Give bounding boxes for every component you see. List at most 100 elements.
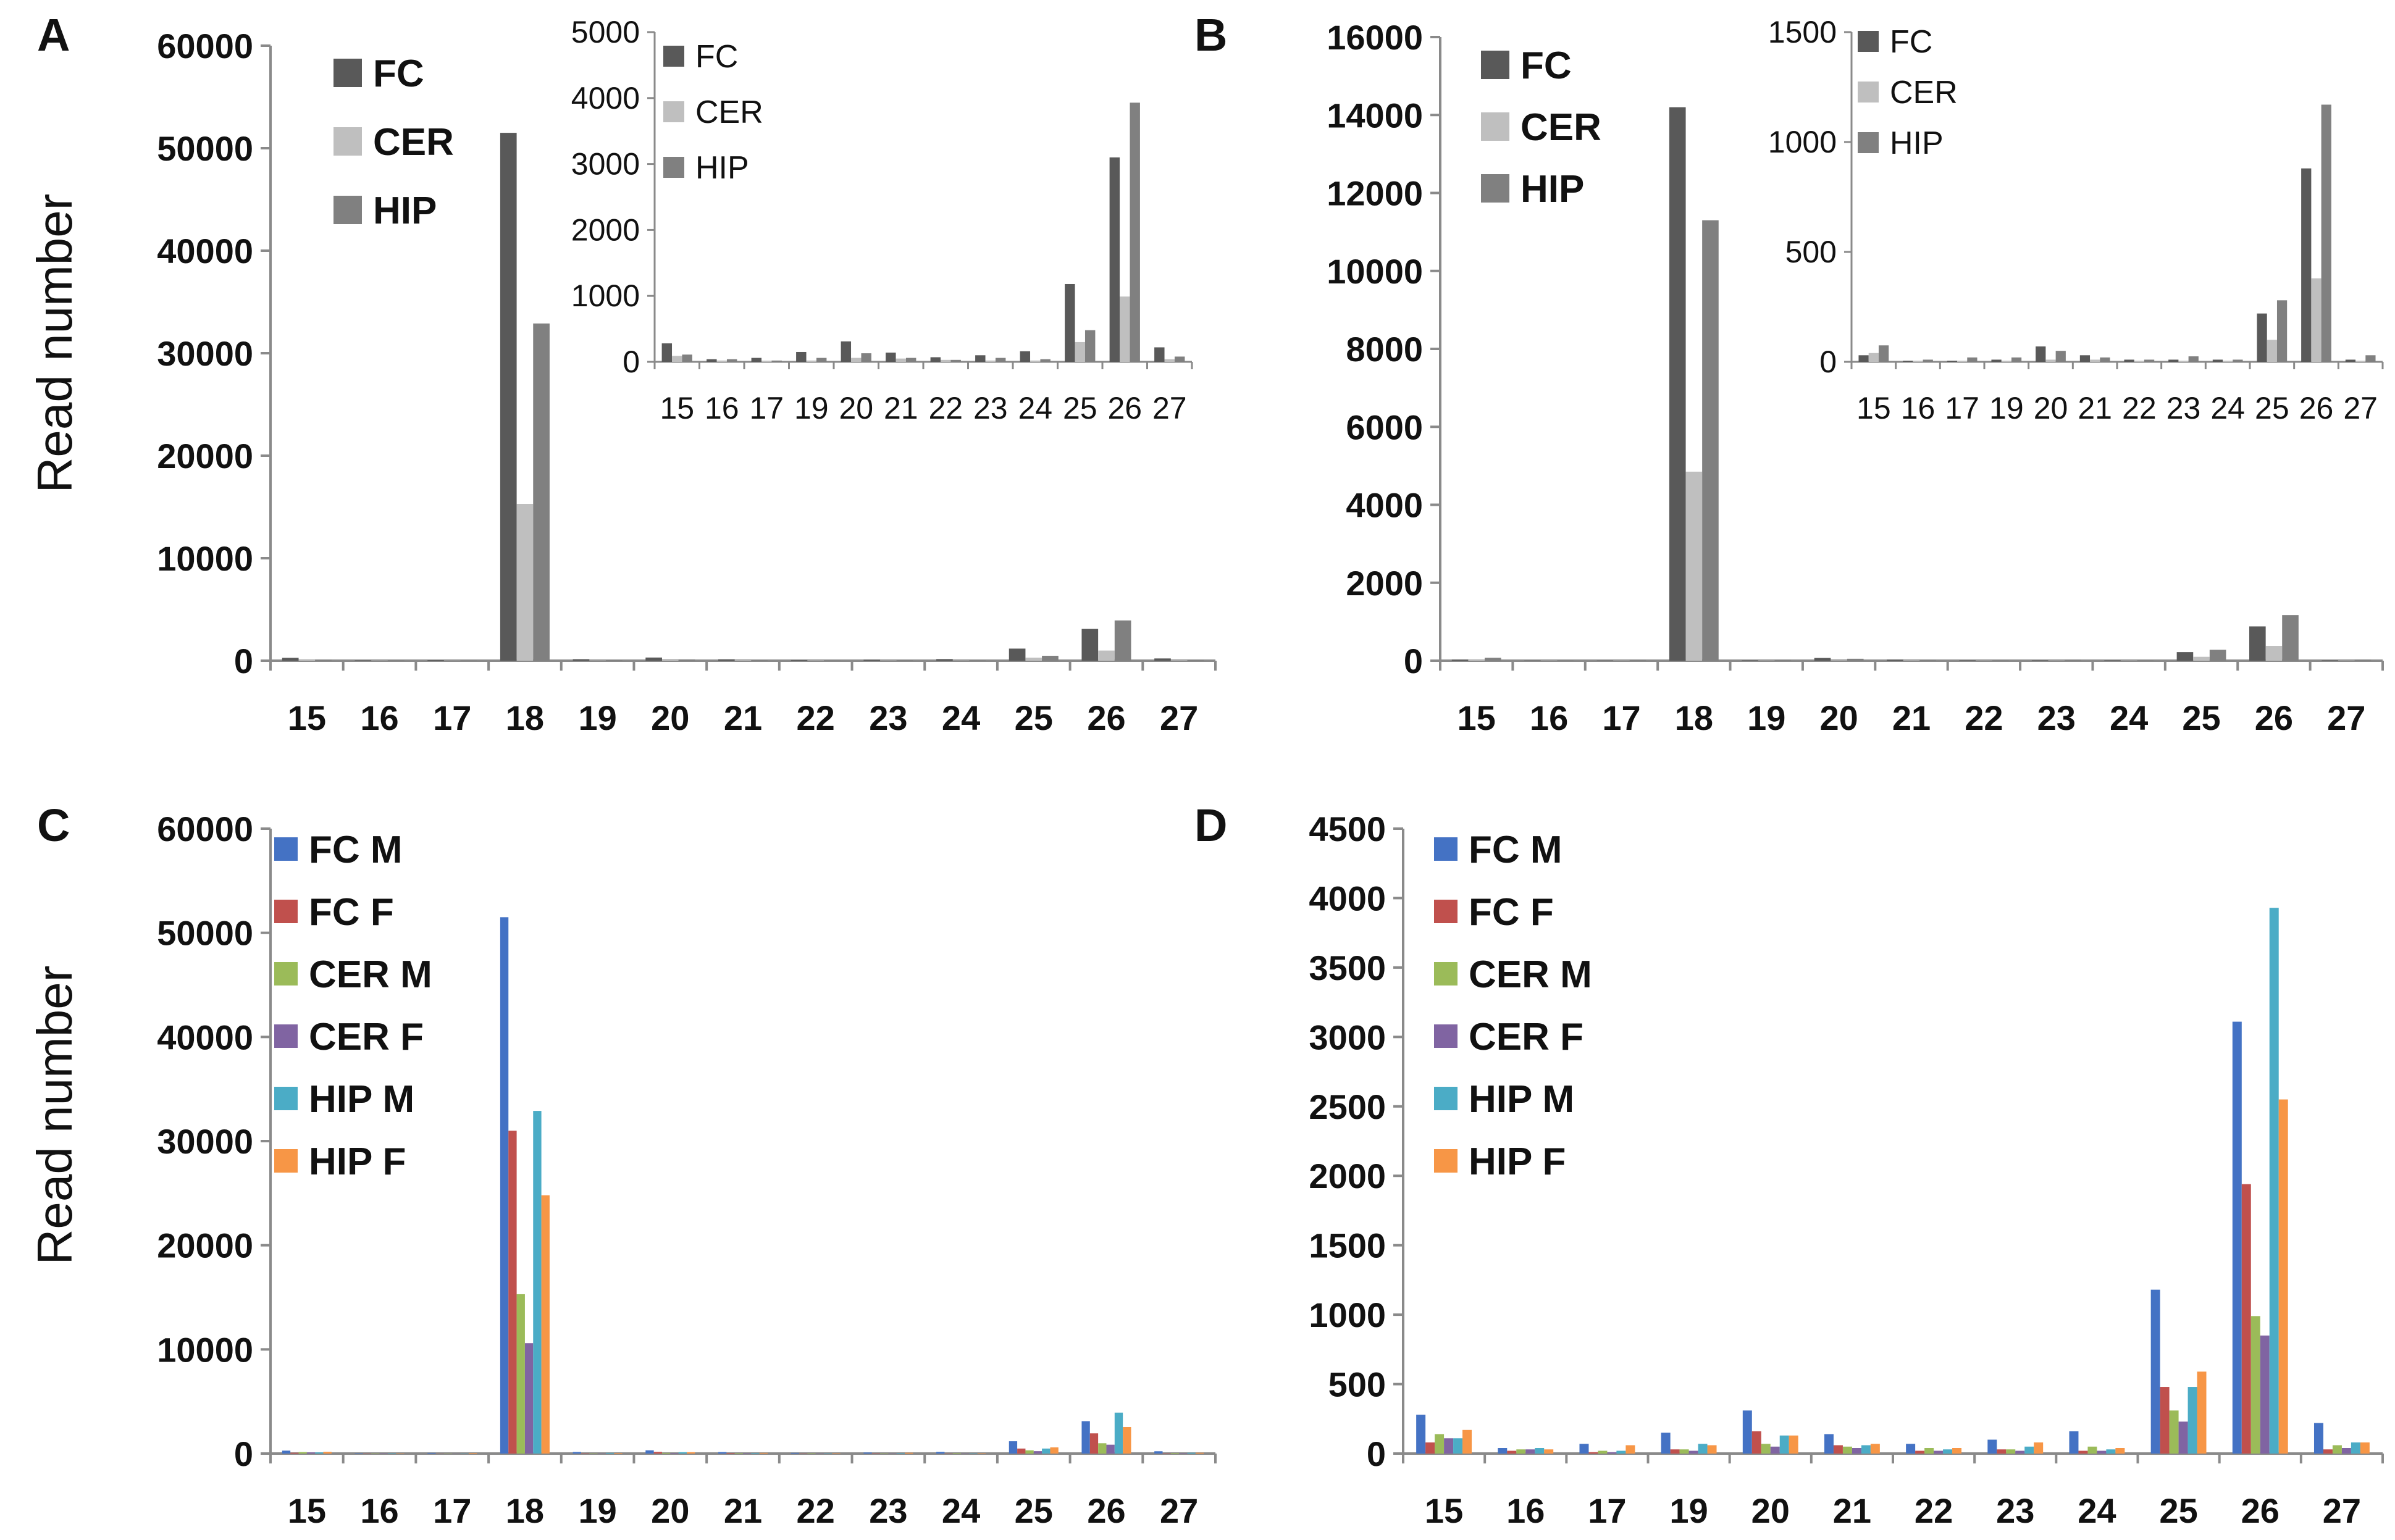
bar-fc-m [2069,1431,2079,1454]
x-tick-label: 20 [1819,698,1858,737]
x-tick-label: 25 [1015,698,1053,737]
bar-cer [1685,471,1703,661]
bar-cer [1164,359,1175,362]
x-tick-label: 16 [1901,391,1936,425]
bar-hip-m [2351,1442,2360,1454]
y-tick-label: 0 [1404,642,1423,680]
bar-hip-m [387,1453,396,1454]
bar-hip-f [541,1195,550,1454]
bar-fc [1081,629,1099,661]
bar-cer-f [524,1343,534,1454]
bar-fc-m [354,1453,363,1454]
bar-hip [2321,104,2331,362]
bar-fc-f [1425,1442,1435,1454]
y-tick-label: 1000 [571,278,640,313]
bar-cer-f [1688,1450,1698,1454]
bar-fc [645,657,662,661]
x-tick-label: 19 [578,1491,616,1530]
bar-fc [1903,361,1913,362]
bar-fc-f [1833,1445,1843,1454]
bar-hip-m [1453,1438,1463,1454]
legend-swatch-hip [1481,174,1509,203]
x-tick-label: 24 [2110,698,2148,737]
bar-fc-f [1588,1452,1598,1454]
bar-fc [1991,359,2002,362]
bar-cer [1030,360,1041,362]
bar-fc [573,659,590,661]
bar-hip [1702,220,1719,661]
bar-cer-f [2097,1450,2107,1454]
y-tick-label: 50000 [157,129,253,168]
bar-fc-m [427,1452,436,1454]
x-tick-label: 22 [2122,391,2157,425]
legend-label-hip-f: HIP F [1469,1140,1566,1183]
bar-fc [427,660,444,661]
bar-cer [716,360,727,362]
legend-swatch-hip [663,157,684,178]
panel-letter: D [1194,800,1227,851]
bar-fc-m [1579,1444,1589,1454]
panel-letter: A [37,9,70,61]
bar-fc [2249,626,2266,661]
y-tick-label: 500 [1785,235,1837,269]
bar-cer-f [1444,1438,1454,1454]
bar-cer [985,360,996,362]
x-tick-label: 17 [749,391,784,425]
bar-hip [1042,656,1059,661]
legend-label-hip-f: HIP F [309,1140,406,1183]
y-tick-label: 1500 [1768,15,1837,49]
y-tick-label: 5000 [571,15,640,49]
bar-fc [1065,283,1075,362]
bar-cer-m [661,1452,671,1454]
y-tick-label: 30000 [157,334,253,373]
bar-hip-f [1707,1445,1717,1454]
x-tick-label: 19 [794,391,829,425]
bar-fc [796,351,807,362]
x-tick-label: 26 [2255,698,2293,737]
x-tick-label: 20 [651,698,689,737]
y-tick-label: 2000 [571,212,640,247]
bar-fc [2301,168,2312,362]
x-tick-label: 23 [1996,1491,2034,1530]
bar-cer [661,660,679,661]
bar-cer-m [807,1453,816,1454]
x-tick-label: 27 [2343,391,2378,425]
x-tick-label: 18 [506,698,544,737]
legend-label-hip: HIP [1890,125,1944,161]
y-tick-label: 4000 [1309,879,1386,918]
x-tick-label: 24 [2210,391,2245,425]
bar-fc-f [1751,1431,1761,1454]
bar-fc [2345,359,2356,362]
x-tick-label: 24 [2078,1491,2116,1530]
bar-hip-m [315,1452,324,1454]
bar-fc [1009,648,1026,661]
bar-cer [1120,296,1130,362]
y-tick-label: 6000 [1346,408,1423,446]
bar-fc-f [653,1452,662,1454]
bar-cer [1025,658,1042,661]
bar-hip [1967,357,1978,362]
bar-fc-f [290,1452,299,1454]
bar-hip [2100,357,2110,362]
legend-label-hip: HIP [1520,168,1584,211]
bar-hip [816,358,827,362]
legend-swatch-fc [663,46,684,67]
bar-cer-m [589,1453,598,1454]
bar-hip [1557,660,1574,661]
bar-hip [1174,356,1185,362]
bar-hip [1040,359,1051,362]
bar-cer [1468,659,1485,661]
bar-hip-m [678,1452,687,1454]
bar-fc-m [791,1452,800,1454]
bar-fc-m [573,1452,581,1454]
bar-cer-m [1761,1444,1771,1454]
bar-fc [863,659,881,661]
legend-swatch-hip [1858,132,1879,153]
x-tick-label: 15 [660,391,694,425]
bar-cer-m [1516,1449,1526,1454]
bar-cer-m [1598,1450,1608,1454]
bar-cer [2311,278,2322,362]
bar-cer [2355,361,2366,362]
bar-hip-m [1114,1412,1123,1454]
